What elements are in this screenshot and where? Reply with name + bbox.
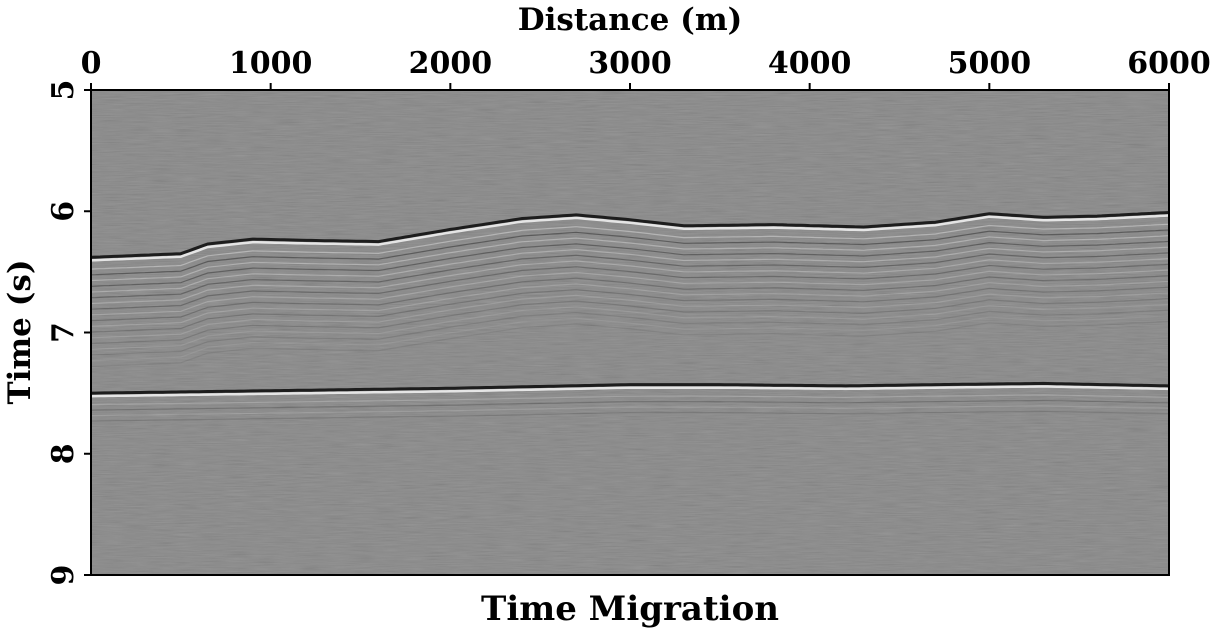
x-tick-label: 4000: [768, 46, 852, 81]
sediment-layer: [91, 229, 1169, 276]
sediment-layer: [91, 286, 1169, 333]
x-axis-label: Distance (m): [518, 2, 743, 38]
image-noise: [91, 90, 1169, 575]
reflector-peak: [91, 214, 1169, 262]
reflector-sea-floor: [91, 211, 1169, 368]
x-tick-label: 6000: [1127, 46, 1210, 81]
sediment-layer: [91, 394, 1169, 406]
y-tick-label: 7: [46, 322, 81, 343]
sediment-layer: [91, 275, 1169, 322]
reflector-base-reflector: [91, 381, 1169, 422]
sediment-layer: [91, 315, 1169, 362]
chart-title: Time Migration: [481, 589, 779, 629]
x-tick-label: 2000: [409, 46, 493, 81]
x-axis-ticks: 0 1000 2000 3000 4000 5000 6000: [81, 46, 1210, 90]
sediment-layer: [91, 235, 1169, 282]
sediment-layer: [91, 292, 1169, 339]
sediment-layer: [91, 309, 1169, 356]
sediment-layer: [91, 258, 1169, 305]
sediment-layer: [91, 269, 1169, 316]
sediment-layer: [91, 252, 1169, 299]
sediment-layer: [91, 263, 1169, 310]
reflector-peak: [91, 385, 1169, 398]
y-tick-label: 5: [46, 80, 81, 101]
x-tick-label: 3000: [588, 46, 672, 81]
y-tick-label: 8: [46, 443, 81, 464]
y-axis-label: Time (s): [2, 260, 38, 405]
reflector-layer: [91, 211, 1169, 422]
sediment-layer: [91, 410, 1169, 422]
sediment-layer: [91, 246, 1169, 293]
y-tick-label: 9: [46, 565, 81, 586]
sediment-layer: [91, 321, 1169, 368]
sediment-layer: [91, 298, 1169, 345]
seismic-image: [91, 90, 1169, 575]
y-axis-ticks: 5 6 7 8 9: [46, 80, 91, 586]
sediment-layer: [91, 399, 1169, 411]
reflector-trough: [91, 381, 1169, 395]
x-tick-label: 0: [81, 46, 102, 81]
sediment-layer: [91, 280, 1169, 327]
sediment-layer: [91, 303, 1169, 350]
y-tick-label: 6: [46, 201, 81, 222]
reflector-trough: [91, 211, 1169, 259]
sediment-layer: [91, 223, 1169, 270]
x-tick-label: 1000: [229, 46, 313, 81]
sediment-layer: [91, 240, 1169, 287]
sediment-layer: [91, 405, 1169, 417]
x-tick-label: 5000: [948, 46, 1032, 81]
